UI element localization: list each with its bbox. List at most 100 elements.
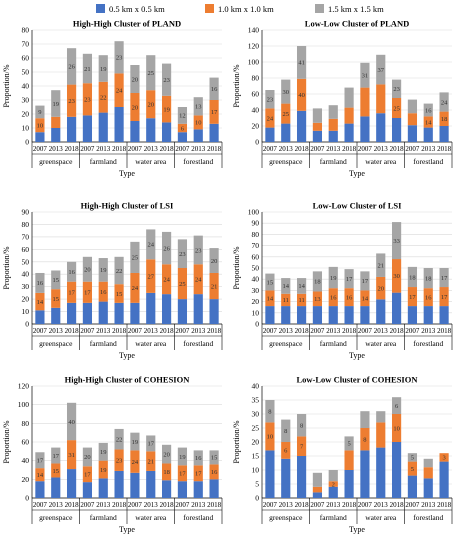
y-tick-label-6: 60	[22, 54, 30, 63]
year-tick-label: 2007	[310, 501, 325, 509]
data-label: 41	[298, 60, 305, 67]
bar-seg-1	[193, 115, 203, 130]
data-label: 20	[84, 267, 91, 274]
bar-seg-0	[281, 306, 291, 324]
bar-seg-1	[423, 116, 433, 128]
data-label: 22	[116, 268, 123, 275]
data-label: 5	[411, 455, 414, 462]
year-tick-label: 2007	[358, 327, 373, 335]
bar-seg-0	[146, 292, 156, 324]
bar-seg-1	[360, 290, 370, 307]
year-tick-label: 2018	[295, 327, 310, 335]
data-label: 3	[442, 455, 445, 462]
bar-seg-1	[376, 422, 386, 448]
data-label: 11	[283, 297, 289, 304]
year-tick-label: 2013	[374, 145, 389, 153]
bar-seg-1	[344, 107, 354, 124]
data-label: 8	[300, 423, 303, 430]
bar-seg-1	[177, 465, 188, 482]
data-label: 21	[211, 283, 218, 290]
bar-seg-2	[296, 414, 307, 437]
bar-seg-2	[265, 273, 275, 291]
bar-seg-2	[328, 470, 338, 482]
bar-seg-0	[35, 310, 45, 324]
bar-seg-0	[209, 123, 219, 142]
y-axis-label: Proportion/%	[2, 420, 11, 463]
bar-seg-1	[51, 289, 61, 308]
bar-seg-2	[376, 54, 386, 85]
year-tick-label: 2007	[128, 327, 143, 335]
bar-seg-0	[360, 306, 370, 324]
bar-seg-2	[51, 90, 61, 117]
bar-seg-0	[265, 127, 275, 142]
data-label: 23	[84, 97, 91, 104]
data-label: 5	[411, 466, 414, 473]
bar-seg-1	[193, 465, 203, 482]
data-label: 23	[393, 86, 400, 93]
data-label: 6	[284, 448, 288, 455]
y-tick-label-2: 20	[22, 110, 30, 119]
bar-seg-2	[82, 447, 93, 467]
data-label: 30	[393, 273, 400, 280]
x-axis-label: Type	[119, 169, 135, 178]
bar-seg-2	[66, 48, 77, 85]
y-tick-label-8: 40	[252, 382, 260, 391]
bar-seg-1	[328, 288, 338, 307]
data-label: 18	[441, 116, 448, 123]
data-label: 14	[283, 283, 290, 290]
data-label: 21	[148, 458, 155, 465]
y-tick-label-9: 90	[252, 219, 260, 228]
data-label: 21	[84, 66, 91, 73]
bar-seg-0	[161, 122, 172, 142]
chart-title: Low-Low Cluster of COHESION	[297, 375, 419, 385]
bar-seg-1	[344, 288, 354, 307]
bar-seg-0	[146, 470, 156, 498]
chart-title: High-High Cluster of PLAND	[73, 19, 181, 29]
bar-seg-2	[193, 235, 203, 265]
chart-title: Low-Low Cluster of PLAND	[305, 19, 409, 29]
year-tick-label: 2013	[374, 501, 389, 509]
group-label-3: forestland	[183, 339, 213, 348]
y-axis-label: Proportion/%	[232, 420, 241, 463]
y-tick-label-3: 30	[22, 96, 30, 105]
data-label: 24	[195, 277, 202, 284]
bar-seg-2	[146, 229, 156, 260]
bar-seg-1	[66, 84, 77, 117]
bar-seg-2	[281, 278, 291, 294]
bar-seg-1	[281, 293, 291, 307]
data-label: 16	[100, 289, 107, 296]
data-label: 24	[441, 99, 448, 106]
bar-seg-1	[130, 93, 140, 121]
data-label: 13	[195, 104, 202, 111]
bar-seg-1	[281, 442, 291, 459]
year-tick-label: 2013	[191, 327, 206, 335]
bar-seg-2	[130, 241, 140, 273]
bar-seg-2	[281, 79, 291, 104]
data-label: 17	[68, 290, 75, 297]
data-label: 20	[378, 285, 385, 292]
bar-seg-1	[391, 98, 402, 118]
bar-seg-2	[161, 231, 172, 265]
y-tick-label-4: 80	[22, 419, 30, 428]
year-tick-label: 2007	[128, 501, 143, 509]
year-tick-label: 2007	[358, 145, 373, 153]
bar-seg-0	[161, 480, 172, 498]
data-label: 20	[84, 454, 91, 461]
data-label: 10	[37, 123, 44, 130]
y-axis-label: Proportion/%	[2, 64, 11, 107]
group-label-2: water area	[135, 157, 167, 166]
group-label-0: greenspace	[269, 339, 303, 348]
data-label: 33	[393, 238, 400, 245]
data-label: 24	[267, 115, 274, 122]
bar-seg-0	[66, 469, 77, 498]
data-label: 17	[211, 109, 218, 116]
bar-seg-1	[281, 103, 291, 124]
y-tick-label-6: 30	[252, 410, 260, 419]
year-tick-label: 2013	[191, 501, 206, 509]
chart-low-low-lsi: Low-Low Cluster of LSI 0 10 20 30 40 50 60 70 80 9…	[232, 201, 453, 360]
data-label: 19	[100, 467, 107, 474]
year-tick-label: 2018	[112, 327, 127, 335]
year-tick-label: 2013	[49, 145, 64, 153]
bar-seg-2	[35, 452, 45, 469]
data-label: 17	[179, 471, 186, 478]
